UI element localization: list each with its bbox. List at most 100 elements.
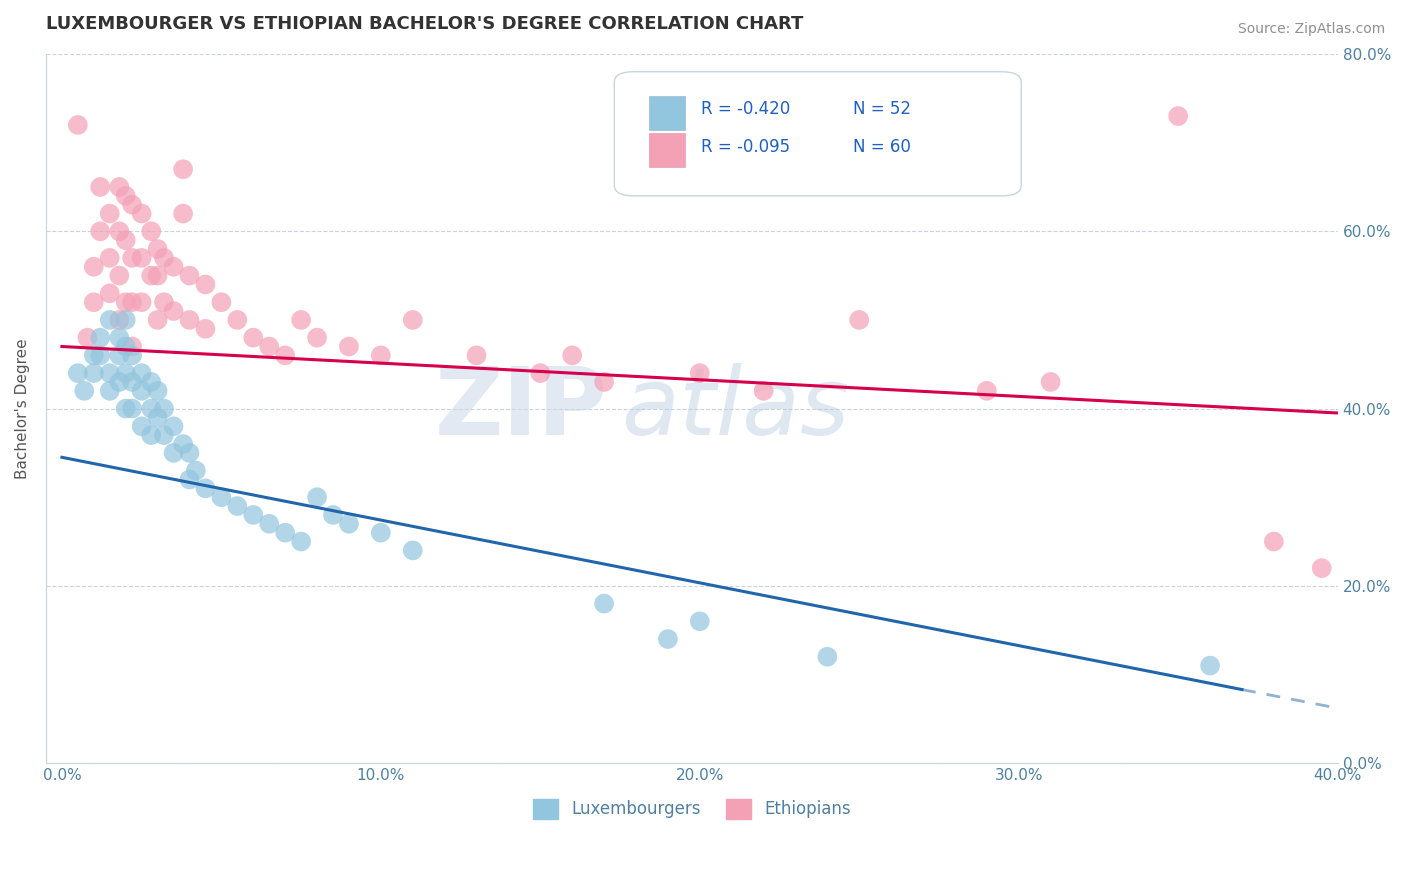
Point (114, 401, 136, 416)
Point (121, 348, 143, 362)
Text: LUXEMBOURGER VS ETHIOPIAN BACHELOR'S DEGREE CORRELATION CHART: LUXEMBOURGER VS ETHIOPIAN BACHELOR'S DEG… (46, 15, 803, 33)
Point (83, 348, 105, 362)
Point (131, 419, 153, 434)
Point (322, 508, 344, 522)
Point (402, 313, 425, 327)
Point (114, 295, 136, 310)
Point (114, 189, 136, 203)
FancyBboxPatch shape (614, 71, 1021, 196)
Text: ZIP: ZIP (434, 362, 607, 455)
Point (752, 384, 775, 398)
Point (179, 268, 201, 283)
Point (131, 206, 153, 220)
Text: R = -0.095: R = -0.095 (700, 138, 790, 156)
Point (848, 313, 870, 327)
Point (257, 516, 280, 531)
Point (194, 322, 217, 336)
Point (89, 224, 111, 238)
Point (465, 348, 488, 362)
Point (153, 401, 176, 416)
Point (98, 384, 121, 398)
Point (121, 401, 143, 416)
Legend: Luxembourgers, Ethiopians: Luxembourgers, Ethiopians (526, 792, 858, 826)
Point (114, 313, 136, 327)
Point (89, 331, 111, 345)
Point (370, 348, 392, 362)
Point (657, 632, 679, 646)
Text: N = 60: N = 60 (853, 138, 911, 156)
Point (146, 242, 169, 256)
Point (179, 473, 201, 487)
Point (402, 543, 425, 558)
Point (141, 224, 163, 238)
Point (1263, 534, 1285, 549)
Point (337, 339, 360, 353)
Point (153, 428, 176, 442)
Point (172, 206, 194, 220)
Point (76, 331, 98, 345)
Point (274, 348, 297, 362)
Point (108, 180, 131, 194)
Point (209, 490, 232, 504)
Point (146, 384, 169, 398)
Point (226, 313, 249, 327)
Point (337, 516, 360, 531)
Point (114, 233, 136, 247)
Point (146, 410, 169, 425)
Point (172, 437, 194, 451)
Point (307, 331, 329, 345)
Point (162, 304, 184, 318)
FancyBboxPatch shape (650, 134, 685, 168)
Point (1310, 561, 1333, 575)
Point (121, 295, 143, 310)
Point (66, 118, 89, 132)
Point (290, 534, 312, 549)
Point (98, 313, 121, 327)
Point (114, 339, 136, 353)
Point (1167, 109, 1189, 123)
Point (121, 339, 143, 353)
Point (146, 268, 169, 283)
Point (131, 366, 153, 380)
Point (1199, 658, 1222, 673)
Point (242, 508, 264, 522)
Point (98, 286, 121, 301)
Point (162, 419, 184, 434)
Point (162, 446, 184, 460)
Point (98, 206, 121, 220)
Point (274, 525, 297, 540)
Point (73, 384, 96, 398)
Point (153, 251, 176, 265)
Point (561, 348, 583, 362)
Point (146, 313, 169, 327)
Point (172, 162, 194, 177)
Point (141, 268, 163, 283)
Point (529, 366, 551, 380)
Point (162, 260, 184, 274)
Point (593, 375, 616, 389)
Point (131, 251, 153, 265)
Point (108, 313, 131, 327)
Point (689, 615, 711, 629)
Point (131, 384, 153, 398)
Point (815, 649, 838, 664)
Point (194, 481, 217, 495)
Point (108, 331, 131, 345)
Point (141, 401, 163, 416)
Point (121, 197, 143, 211)
Point (121, 251, 143, 265)
Point (689, 366, 711, 380)
Text: Source: ZipAtlas.com: Source: ZipAtlas.com (1237, 22, 1385, 37)
Text: N = 52: N = 52 (853, 100, 911, 119)
Point (226, 499, 249, 513)
Point (593, 597, 616, 611)
Point (1039, 375, 1062, 389)
Point (131, 295, 153, 310)
Text: R = -0.420: R = -0.420 (700, 100, 790, 119)
Point (194, 277, 217, 292)
Point (98, 251, 121, 265)
Point (108, 268, 131, 283)
Point (108, 224, 131, 238)
Point (89, 348, 111, 362)
Point (179, 446, 201, 460)
